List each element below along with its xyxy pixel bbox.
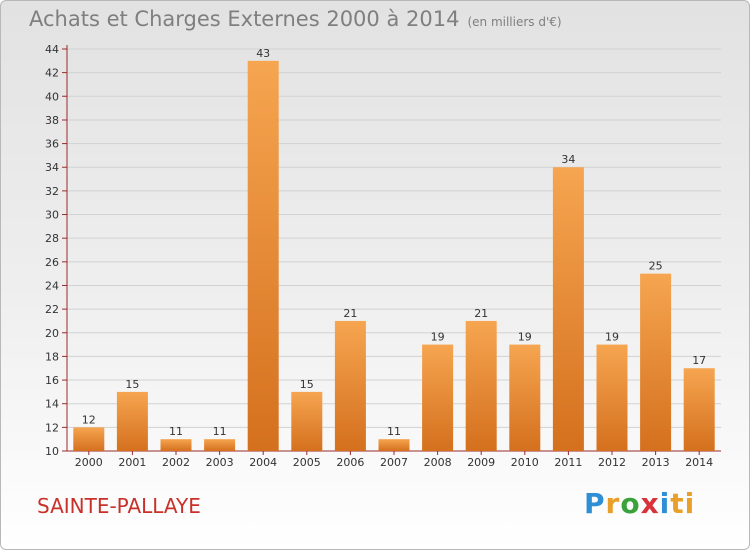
y-tick-label: 20 xyxy=(45,327,59,340)
y-tick-label: 44 xyxy=(45,43,59,56)
x-tick-label: 2011 xyxy=(554,456,582,469)
x-tick-label: 2003 xyxy=(206,456,234,469)
x-tick-label: 2007 xyxy=(380,456,408,469)
y-tick-label: 12 xyxy=(45,421,59,434)
bar-2001 xyxy=(116,391,148,451)
data-label: 21 xyxy=(474,307,488,320)
data-label: 19 xyxy=(518,331,532,344)
bar-2014 xyxy=(683,368,715,451)
x-tick-label: 2013 xyxy=(642,456,670,469)
data-label: 11 xyxy=(169,425,183,438)
y-tick-label: 32 xyxy=(45,185,59,198)
x-tick-label: 2001 xyxy=(118,456,146,469)
y-tick-label: 24 xyxy=(45,279,59,292)
y-tick-label: 14 xyxy=(45,398,59,411)
x-tick-label: 2008 xyxy=(424,456,452,469)
y-tick-label: 40 xyxy=(45,90,59,103)
data-label: 15 xyxy=(300,378,314,391)
data-label: 19 xyxy=(605,331,619,344)
data-label: 11 xyxy=(387,425,401,438)
y-tick-label: 42 xyxy=(45,67,59,80)
bar-2002 xyxy=(160,439,192,451)
bar-2009 xyxy=(465,320,497,451)
y-tick-label: 34 xyxy=(45,161,59,174)
data-label: 15 xyxy=(125,378,139,391)
bar-2012 xyxy=(596,344,628,451)
chart-unit: (en milliers d'€) xyxy=(467,15,562,29)
y-tick-label: 10 xyxy=(45,445,59,458)
y-tick-label: 18 xyxy=(45,350,59,363)
data-label: 34 xyxy=(561,153,575,166)
proxiti-logo: Proxiti xyxy=(584,487,696,520)
data-label: 21 xyxy=(343,307,357,320)
y-tick-label: 38 xyxy=(45,114,59,127)
data-label: 11 xyxy=(213,425,227,438)
bar-2005 xyxy=(291,391,323,451)
bar-2003 xyxy=(204,439,236,451)
y-tick-label: 28 xyxy=(45,232,59,245)
chart-title-text: Achats et Charges Externes 2000 à 2014 xyxy=(29,7,460,31)
y-tick-label: 22 xyxy=(45,303,59,316)
x-tick-label: 2002 xyxy=(162,456,190,469)
bar-2004 xyxy=(247,60,279,452)
data-label: 17 xyxy=(692,354,706,367)
commune-name: SAINTE-PALLAYE xyxy=(37,494,201,518)
bar-2007 xyxy=(378,439,410,451)
x-tick-label: 2006 xyxy=(336,456,364,469)
x-tick-label: 2010 xyxy=(511,456,539,469)
y-tick-label: 30 xyxy=(45,209,59,222)
data-label: 12 xyxy=(82,413,96,426)
y-tick-label: 16 xyxy=(45,374,59,387)
bar-2011 xyxy=(552,167,584,451)
data-label: 43 xyxy=(256,47,270,60)
data-label: 25 xyxy=(649,260,663,273)
y-tick-label: 36 xyxy=(45,138,59,151)
bar-2006 xyxy=(334,320,366,451)
y-tick-label: 26 xyxy=(45,256,59,269)
data-label: 19 xyxy=(431,331,445,344)
x-tick-label: 2012 xyxy=(598,456,626,469)
x-tick-label: 2009 xyxy=(467,456,495,469)
chart-title: Achats et Charges Externes 2000 à 2014 (e… xyxy=(29,7,562,31)
bar-2013 xyxy=(640,273,672,451)
bar-2010 xyxy=(509,344,541,451)
x-tick-label: 2014 xyxy=(685,456,713,469)
bar-2008 xyxy=(422,344,454,451)
x-tick-label: 2000 xyxy=(75,456,103,469)
x-tick-label: 2005 xyxy=(293,456,321,469)
bar-2000 xyxy=(73,427,105,451)
x-tick-label: 2004 xyxy=(249,456,277,469)
